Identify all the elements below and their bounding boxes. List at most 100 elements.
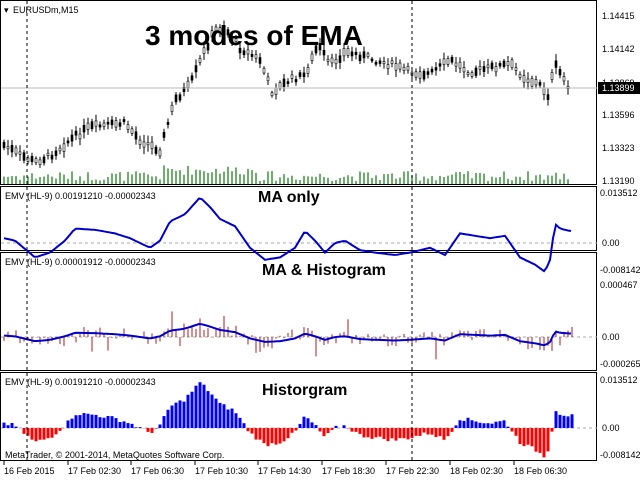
histogram-bar xyxy=(546,428,550,452)
histogram-bar xyxy=(506,426,510,428)
candle-body xyxy=(446,58,450,65)
histogram-bar xyxy=(162,416,166,428)
histogram-bar xyxy=(186,394,190,428)
candle-body xyxy=(30,156,34,162)
histogram-bar xyxy=(150,428,154,433)
candle-body xyxy=(46,152,50,156)
candle-body xyxy=(422,70,426,80)
histogram-bar xyxy=(130,423,134,428)
histogram-bar xyxy=(110,416,114,428)
candle-body xyxy=(70,134,74,142)
histogram-bar xyxy=(378,428,382,437)
histogram-bar xyxy=(286,428,290,439)
candle-body xyxy=(450,56,454,63)
candle-body xyxy=(382,61,386,65)
histogram-bar xyxy=(394,428,398,441)
ema-ma-line xyxy=(3,322,572,347)
candle-body xyxy=(518,74,522,78)
candle-body xyxy=(58,147,62,152)
histogram-bar xyxy=(198,382,202,428)
histogram-bar xyxy=(30,428,34,440)
candle-body xyxy=(426,71,430,75)
histogram-bar xyxy=(474,421,478,428)
candle-body xyxy=(482,66,486,72)
candle-body xyxy=(474,67,478,76)
histogram-bar xyxy=(562,415,566,428)
symbol-icon: ▾ xyxy=(4,5,9,15)
candle-body xyxy=(470,72,474,77)
candle-body xyxy=(554,60,558,68)
symbol-label: EURUSDm,M15 xyxy=(13,5,79,15)
candle-body xyxy=(242,50,246,56)
candlestick-series xyxy=(2,20,570,168)
candle-body xyxy=(370,58,374,62)
candle-body xyxy=(462,67,466,73)
histogram-bar xyxy=(502,420,506,428)
panel-heading: Historgram xyxy=(262,382,347,399)
candle-body xyxy=(246,49,250,55)
histogram-bar xyxy=(354,428,358,432)
histogram-bar xyxy=(238,417,242,428)
histogram-bar xyxy=(314,425,318,428)
histogram-bar xyxy=(526,428,530,445)
candle-body xyxy=(466,72,470,75)
time-tick: 17 Feb 14:30 xyxy=(258,466,311,476)
histogram-bar xyxy=(510,428,514,432)
candle-body xyxy=(314,45,318,54)
indicator-tick: 0.00 xyxy=(602,423,620,433)
ema-hist-panel[interactable] xyxy=(0,372,597,461)
candle-body xyxy=(14,147,18,155)
histogram-bar xyxy=(498,421,502,428)
indicator-label: EMV (HL-9) 0.00191210 -0.00002343 xyxy=(5,377,156,387)
candle-body xyxy=(546,94,550,100)
histogram-bar xyxy=(234,413,238,428)
candle-body xyxy=(294,79,298,83)
histogram-bar xyxy=(326,428,330,433)
ema-ma-hist-panel[interactable] xyxy=(0,252,597,371)
histogram-bar xyxy=(182,401,186,428)
histogram-bar xyxy=(438,428,442,437)
candle-body xyxy=(282,78,286,87)
candle-body xyxy=(478,66,482,70)
histogram xyxy=(2,382,574,458)
histogram-bar xyxy=(386,428,390,442)
histogram-bar xyxy=(6,425,10,428)
candle-body xyxy=(250,53,254,57)
candle-body xyxy=(510,59,514,68)
histogram-bar xyxy=(190,391,194,428)
candle-body xyxy=(358,54,362,62)
histogram-bar xyxy=(466,417,470,428)
histogram-bar xyxy=(554,411,558,428)
histogram-bar xyxy=(566,416,570,428)
histogram-bar xyxy=(370,428,374,439)
histogram-bar xyxy=(450,428,454,432)
histogram-bar xyxy=(418,428,422,436)
histogram-bar xyxy=(66,420,70,428)
ema-ma-panel[interactable] xyxy=(0,186,597,251)
candle-body xyxy=(530,78,534,87)
candle-body xyxy=(202,47,206,54)
price-tick: 1.14415 xyxy=(602,11,635,21)
candle-body xyxy=(326,59,330,62)
price-tick: 1.13190 xyxy=(602,176,635,186)
candle-body xyxy=(490,62,494,69)
candle-body xyxy=(398,62,402,70)
histogram-bar xyxy=(138,427,142,428)
candle-body xyxy=(210,30,214,38)
candle-body xyxy=(338,55,342,63)
histogram-bar xyxy=(362,428,366,438)
histogram-bar xyxy=(170,405,174,428)
histogram-bar xyxy=(14,426,18,428)
candle-body xyxy=(538,81,542,86)
candle-body xyxy=(38,159,42,166)
candle-body xyxy=(142,141,146,148)
indicator-tick: -0.000265 xyxy=(600,359,640,369)
main-price-panel[interactable] xyxy=(0,0,597,185)
histogram-bar xyxy=(34,428,38,442)
candle-body xyxy=(194,65,198,73)
candle-body xyxy=(318,43,322,51)
candle-body xyxy=(198,58,202,63)
candle-body xyxy=(94,120,98,127)
histogram-bar xyxy=(414,428,418,436)
